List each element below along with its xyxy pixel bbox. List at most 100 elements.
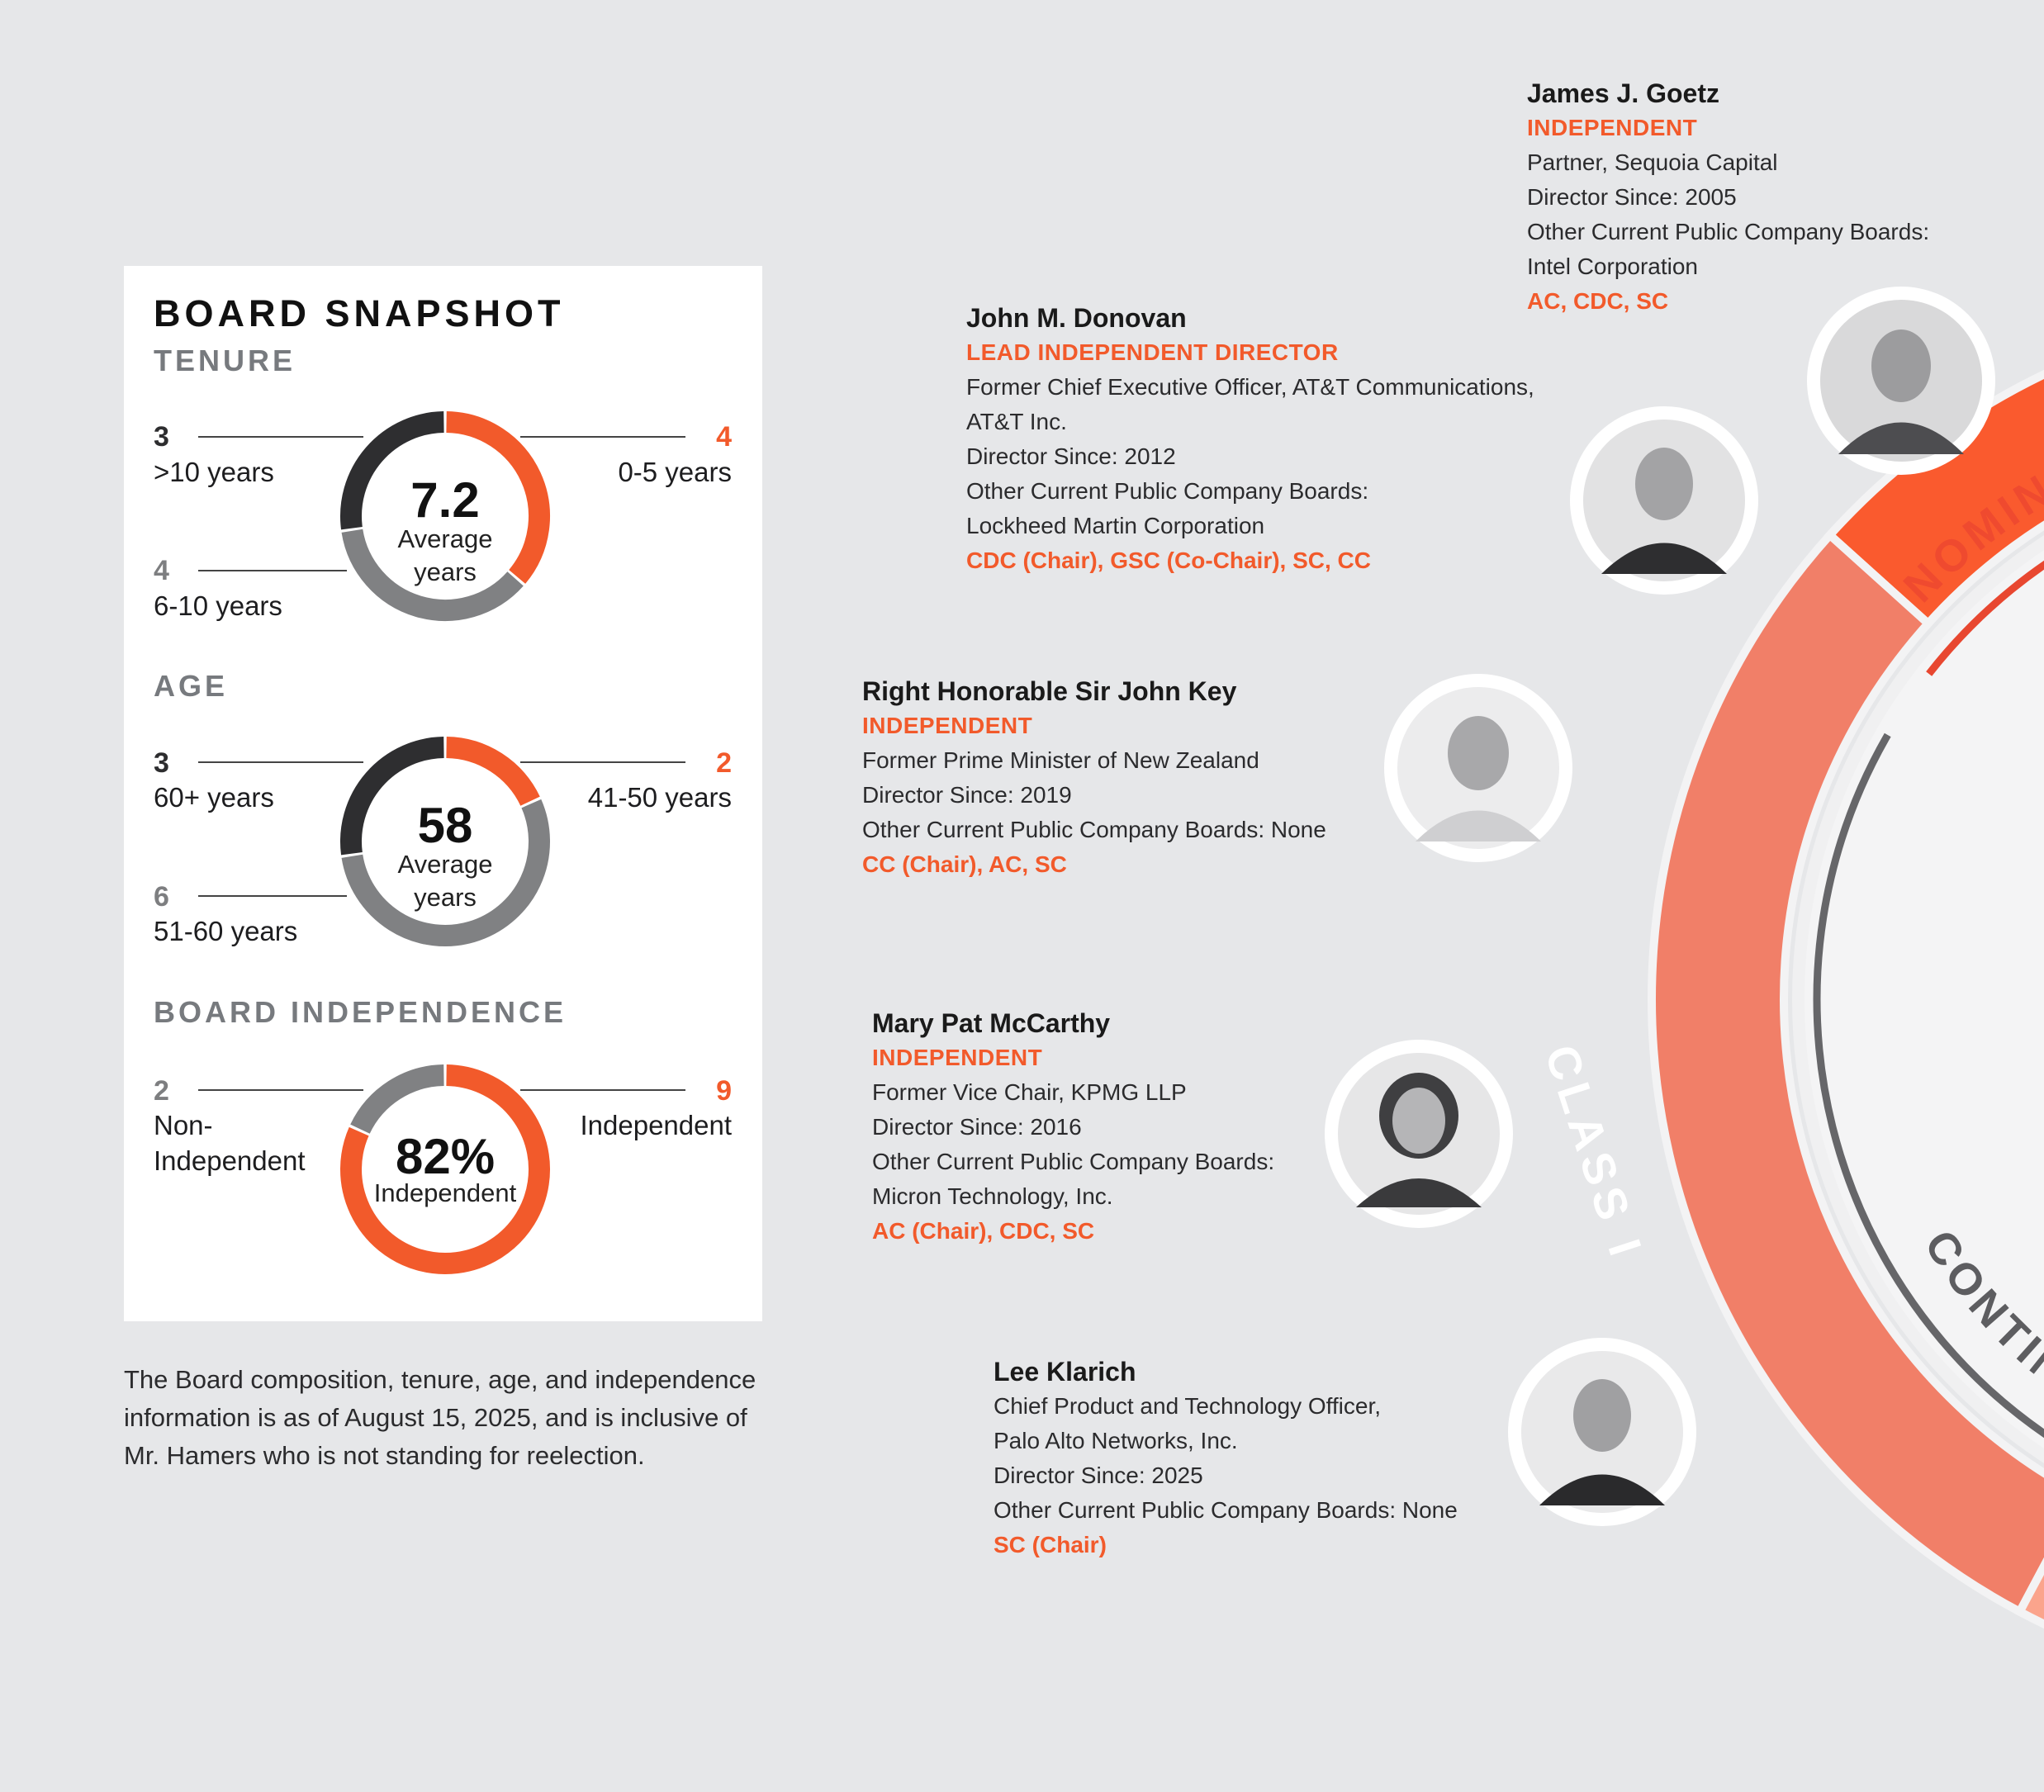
- independence-percent-value: 82%: [396, 1129, 495, 1184]
- independence-label-ind: Independent: [580, 1110, 732, 1140]
- tenure-average-label: Average: [398, 524, 493, 553]
- director-detail: Micron Technology, Inc.: [872, 1183, 1113, 1209]
- director-photo-mccarthy: [1325, 1040, 1513, 1228]
- tenure-count-0-5: 4: [716, 421, 732, 453]
- leader-line: [198, 761, 363, 763]
- age-average-value: 58: [418, 798, 473, 853]
- director-status: INDEPENDENT: [862, 713, 1033, 738]
- ring-segment-lower: [2013, 1557, 2044, 1629]
- director-card-mccarthy: Mary Pat McCarthy INDEPENDENT Former Vic…: [872, 1006, 1274, 1249]
- tenure-count-over10: 3: [154, 421, 169, 453]
- director-detail: Former Chief Executive Officer, AT&T Com…: [966, 374, 1534, 400]
- director-photo-klarich: [1508, 1338, 1696, 1526]
- director-detail: Chief Product and Technology Officer,: [994, 1393, 1382, 1419]
- director-detail: Former Prime Minister of New Zealand: [862, 747, 1259, 773]
- tenure-average-value: 7.2: [410, 472, 479, 528]
- tenure-donut-segment-2: [340, 411, 444, 530]
- director-committees: CDC (Chair), GSC (Co-Chair), SC, CC: [966, 548, 1371, 573]
- age-heading: AGE: [154, 669, 229, 703]
- director-card-key: Right Honorable Sir John Key INDEPENDENT…: [862, 674, 1326, 882]
- director-photo-donovan: [1570, 406, 1758, 595]
- director-detail: Director Since: 2019: [862, 782, 1072, 808]
- director-detail: Lockheed Martin Corporation: [966, 513, 1265, 538]
- director-name: Lee Klarich: [994, 1357, 1136, 1387]
- nominee-accent-arc: [1926, 560, 2044, 676]
- director-detail: Director Since: 2016: [872, 1114, 1082, 1140]
- age-average-unit: years: [414, 883, 477, 912]
- director-name: Mary Pat McCarthy: [872, 1008, 1111, 1038]
- card-title: BOARD SNAPSHOT: [154, 292, 565, 334]
- independence-donut: 82% Independent: [340, 1064, 550, 1274]
- age-label-41-50: 41-50 years: [587, 782, 732, 813]
- age-donut-segment-0: [446, 737, 540, 807]
- director-detail: AT&T Inc.: [966, 409, 1067, 434]
- director-detail: Palo Alto Networks, Inc.: [994, 1428, 1238, 1453]
- tenure-label-0-5: 0-5 years: [618, 457, 732, 487]
- director-name: James J. Goetz: [1527, 78, 1719, 108]
- independence-label-non-2: Independent: [154, 1145, 306, 1176]
- director-committees: AC (Chair), CDC, SC: [872, 1218, 1095, 1244]
- director-detail: Partner, Sequoia Capital: [1527, 149, 1778, 175]
- director-detail: Other Current Public Company Boards: Non…: [994, 1497, 1458, 1523]
- director-detail: Other Current Public Company Boards: Non…: [862, 817, 1326, 842]
- director-name: John M. Donovan: [966, 303, 1187, 333]
- leader-line: [520, 1089, 685, 1091]
- director-detail: Former Vice Chair, KPMG LLP: [872, 1079, 1187, 1105]
- director-card-donovan: John M. Donovan LEAD INDEPENDENT DIRECTO…: [966, 301, 1534, 578]
- continuing-accent-arc: [1813, 732, 2044, 1439]
- tenure-heading: TENURE: [154, 344, 296, 377]
- leader-line: [198, 436, 363, 438]
- leader-line: [520, 436, 685, 438]
- director-detail: Other Current Public Company Boards:: [872, 1149, 1275, 1174]
- age-count-41-50: 2: [716, 747, 732, 779]
- director-detail: Director Since: 2012: [966, 443, 1176, 469]
- age-donut-segment-2: [340, 737, 444, 856]
- director-detail: Other Current Public Company Boards:: [966, 478, 1369, 504]
- leader-line: [198, 895, 347, 897]
- director-committees: CC (Chair), AC, SC: [862, 851, 1067, 877]
- tenure-donut-segment-1: [341, 529, 524, 621]
- tenure-label-6-10: 6-10 years: [154, 590, 282, 621]
- independence-percent-label: Independent: [374, 1178, 517, 1207]
- director-detail: Intel Corporation: [1527, 254, 1699, 279]
- director-card-goetz: James J. Goetz INDEPENDENT Partner, Sequ…: [1527, 76, 1929, 319]
- director-status: LEAD INDEPENDENT DIRECTOR: [966, 339, 1339, 365]
- independence-donut-segment-1: [350, 1064, 444, 1135]
- director-card-klarich: Lee Klarich Chief Product and Technology…: [994, 1354, 1458, 1562]
- director-status: INDEPENDENT: [872, 1045, 1043, 1070]
- age-donut-segment-1: [341, 799, 550, 946]
- leader-line: [198, 570, 347, 571]
- director-photo-key: [1384, 674, 1572, 862]
- age-count-51-60: 6: [154, 881, 169, 913]
- independence-heading: BOARD INDEPENDENCE: [154, 995, 567, 1029]
- leader-line: [198, 1089, 363, 1091]
- board-snapshot-card: BOARD SNAPSHOT TENURE 3 >10 years 4 6-10…: [124, 266, 762, 1321]
- director-committees: SC (Chair): [994, 1532, 1107, 1557]
- tenure-donut-segment-0: [446, 411, 550, 584]
- ring-segment-class-i: [1648, 529, 2044, 1618]
- independence-count-ind: 9: [716, 1075, 732, 1107]
- tenure-count-6-10: 4: [154, 555, 169, 586]
- director-committees: AC, CDC, SC: [1527, 288, 1669, 314]
- age-donut: 58 Average years: [340, 737, 550, 946]
- tenure-donut: 7.2 Average years: [340, 411, 550, 621]
- director-photo-goetz: [1807, 287, 1995, 475]
- director-detail: Other Current Public Company Boards:: [1527, 219, 1930, 244]
- age-label-60plus: 60+ years: [154, 782, 274, 813]
- tenure-label-over10: >10 years: [154, 457, 274, 487]
- footnote: The Board composition, tenure, age, and …: [124, 1365, 756, 1470]
- independence-label-non-1: Non-: [154, 1110, 213, 1140]
- tenure-average-unit: years: [414, 557, 477, 586]
- leader-line: [520, 761, 685, 763]
- director-detail: Director Since: 2025: [994, 1463, 1203, 1488]
- age-average-label: Average: [398, 850, 493, 879]
- independence-count-non: 2: [154, 1075, 169, 1107]
- class-label: CLASS I: [1535, 1039, 1653, 1267]
- director-detail: Director Since: 2005: [1527, 184, 1737, 210]
- independence-donut-segment-0: [340, 1064, 550, 1274]
- age-count-60plus: 3: [154, 747, 169, 779]
- director-status: INDEPENDENT: [1527, 115, 1698, 140]
- age-label-51-60: 51-60 years: [154, 916, 298, 946]
- director-name: Right Honorable Sir John Key: [862, 676, 1237, 706]
